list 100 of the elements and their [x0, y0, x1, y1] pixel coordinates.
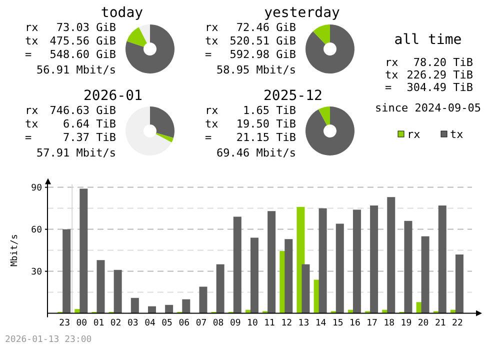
text: rx	[25, 104, 39, 117]
donut-slice	[318, 106, 330, 126]
text: =	[385, 81, 392, 94]
text: 73.03 GiB	[56, 21, 116, 34]
text: 6.64 TiB	[63, 118, 116, 130]
text: 226.29 TiB	[406, 68, 474, 82]
text: 7.37 TiB	[63, 131, 116, 144]
text: all time	[394, 32, 462, 48]
chart-title: 2025-12	[263, 88, 323, 104]
x-tick-label: 20	[418, 318, 429, 328]
x-tick-label: 04	[144, 318, 156, 328]
donut-slice	[156, 132, 174, 143]
text: since 2024-09-05	[375, 102, 481, 114]
x-tick-label: 16	[350, 318, 360, 328]
text: =	[205, 131, 212, 144]
text: 548.60 GiB	[50, 48, 116, 61]
x-tick-label: 13	[298, 318, 310, 328]
bar	[165, 304, 174, 314]
bar	[370, 206, 378, 314]
bar	[318, 208, 327, 314]
bar	[352, 210, 361, 314]
text: 592.98 GiB	[230, 48, 296, 61]
legend-label: tx	[450, 128, 464, 141]
bar	[268, 211, 276, 314]
x-tick-label: 12	[281, 318, 292, 328]
x-tick-label: 21	[434, 318, 446, 328]
x-tick-label: 07	[196, 318, 207, 328]
text: rx	[25, 21, 39, 34]
text: 19.50 TiB	[236, 118, 296, 130]
x-tick-label: 11	[264, 318, 275, 328]
donut-slice	[150, 106, 174, 138]
x-tick-label: 23	[59, 318, 70, 328]
donut-slice	[126, 106, 172, 156]
x-tick-label: 22	[452, 318, 463, 328]
text: =	[25, 48, 32, 61]
text: 2026-01-13 23:00	[5, 335, 92, 345]
text: 520.51 GiB	[230, 34, 296, 48]
text: 78.20 TiB	[413, 56, 474, 69]
chart-title: 2026-01	[83, 88, 143, 104]
bar	[336, 224, 344, 314]
text: tx	[205, 34, 219, 48]
x-tick-label: 09	[230, 318, 241, 328]
text: =	[25, 131, 32, 144]
donut-slice	[306, 24, 354, 74]
bar	[62, 229, 71, 314]
text: rx	[385, 56, 399, 69]
bar	[199, 286, 208, 314]
text: 1.65 TiB	[243, 104, 296, 117]
bar	[302, 264, 310, 314]
bar	[404, 220, 412, 314]
bar	[284, 239, 293, 314]
text: 58.95 Mbit/s	[216, 64, 296, 76]
y-axis-title: Mbit/s	[10, 234, 20, 267]
text: =	[205, 48, 212, 61]
bar	[148, 306, 156, 314]
text: 746.63 GiB	[50, 104, 116, 117]
bar	[130, 298, 139, 314]
x-tick-label: 14	[315, 318, 326, 328]
chart-title: today	[100, 5, 144, 21]
x-tick-label: 01	[93, 318, 104, 328]
donut-slice	[126, 27, 148, 47]
text: tx	[25, 118, 39, 130]
y-tick-label: 60	[31, 225, 42, 236]
bar	[250, 238, 258, 314]
bar	[233, 216, 242, 314]
text: rx	[205, 21, 219, 34]
x-tick-label: 17	[366, 318, 378, 328]
x-tick-label: 19	[400, 318, 412, 328]
x-tick-label: 02	[110, 318, 122, 328]
text: 57.91 Mbit/s	[36, 146, 116, 160]
bar	[80, 188, 88, 314]
chart-title: yesterday	[264, 5, 340, 21]
x-tick-label: 15	[332, 318, 344, 328]
legend-label: rx	[407, 128, 421, 141]
donut-slice	[306, 106, 354, 156]
x-tick-label: 03	[127, 318, 138, 328]
text: 69.46 Mbit/s	[216, 146, 296, 160]
bar	[421, 236, 430, 314]
text: tx	[385, 68, 399, 82]
text: 21.15 TiB	[236, 131, 296, 144]
x-tick-label: 08	[212, 318, 224, 328]
text: 56.91 Mbit/s	[36, 64, 116, 76]
bar	[96, 260, 105, 314]
bar	[216, 264, 224, 314]
x-tick-label: 00	[76, 318, 88, 328]
bar	[455, 254, 464, 314]
bar	[114, 270, 122, 314]
text: 304.49 TiB	[406, 81, 474, 94]
donut-slice	[138, 24, 150, 44]
x-tick-label: 05	[162, 318, 172, 328]
text: 475.56 GiB	[50, 34, 116, 48]
donut-slice	[313, 24, 330, 44]
donut-slice	[126, 24, 174, 74]
text: rx	[205, 104, 219, 117]
y-tick-label: 90	[31, 183, 42, 194]
text: tx	[25, 34, 39, 48]
text: tx	[205, 118, 219, 130]
x-tick-label: 06	[178, 318, 190, 328]
bar	[387, 197, 396, 314]
y-tick-label: 30	[31, 267, 42, 278]
